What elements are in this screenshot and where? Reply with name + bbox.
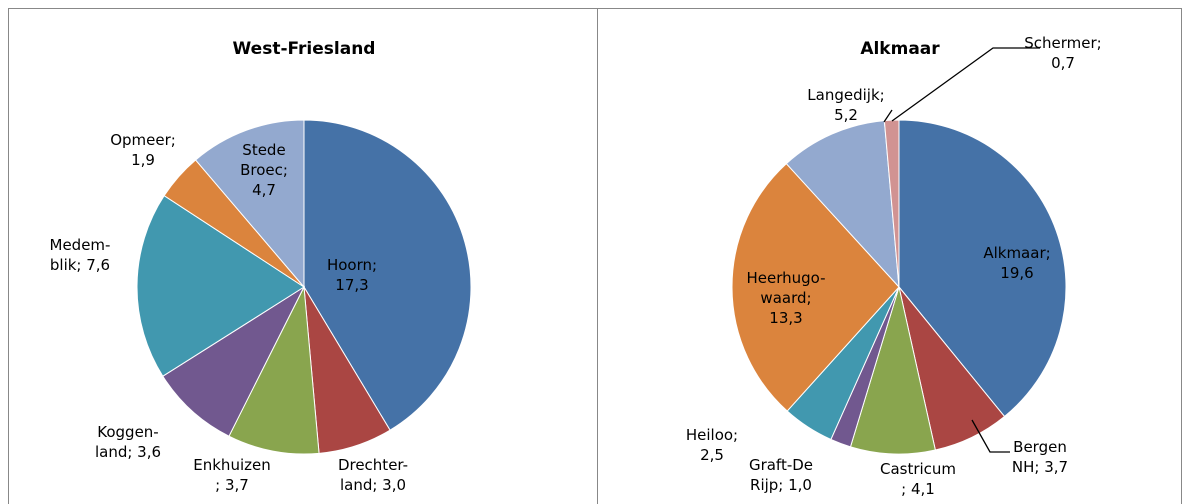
pie-slice xyxy=(898,119,1067,418)
data-label: Langedijk; 5,2 xyxy=(807,86,884,124)
pie-slice xyxy=(785,120,900,289)
chart-title: West-Friesland xyxy=(233,39,376,59)
pie-chart: West-Friesland Hoorn; 17,3 Drechter-land; 3… xyxy=(50,39,472,494)
data-label: Graft-De Rijp; 1,0 xyxy=(749,456,813,494)
data-label: Heiloo; 2,5 xyxy=(686,426,738,464)
pie-slice xyxy=(194,119,305,289)
data-label: Medem-blik; 7,6 xyxy=(50,236,111,274)
pie-slice xyxy=(731,162,900,412)
pie-slice xyxy=(228,285,320,455)
leader-line xyxy=(891,47,1040,122)
pie-slice xyxy=(162,285,306,437)
data-label: Schermer; 0,7 xyxy=(1024,34,1101,72)
leader-line xyxy=(971,419,1010,453)
data-label: Drechter-land; 3,0 xyxy=(338,456,408,494)
data-label: Stede Broec; 4,7 xyxy=(240,141,288,199)
data-label: Enkhuizen; 3,7 xyxy=(193,456,270,494)
pie-slice xyxy=(136,194,305,377)
data-label: Alkmaar; 19,6 xyxy=(983,244,1050,282)
pie-slice xyxy=(303,119,472,431)
data-label: Bergen NH; 3,7 xyxy=(1012,438,1068,476)
data-label: Castricum; 4,1 xyxy=(880,460,956,498)
data-label: Opmeer; 1,9 xyxy=(110,131,176,169)
leader-line xyxy=(883,109,893,123)
data-label: Koggen-land; 3,6 xyxy=(95,423,161,461)
chart-title: Alkmaar xyxy=(860,39,940,59)
data-label: Heerhugo-waard; 13,3 xyxy=(746,269,825,327)
pie-chart: Alkmaar Alkmaar; 19,6 Bergen NH; 3,7 Castricu… xyxy=(686,34,1102,498)
data-label: Hoorn; 17,3 xyxy=(327,256,377,294)
